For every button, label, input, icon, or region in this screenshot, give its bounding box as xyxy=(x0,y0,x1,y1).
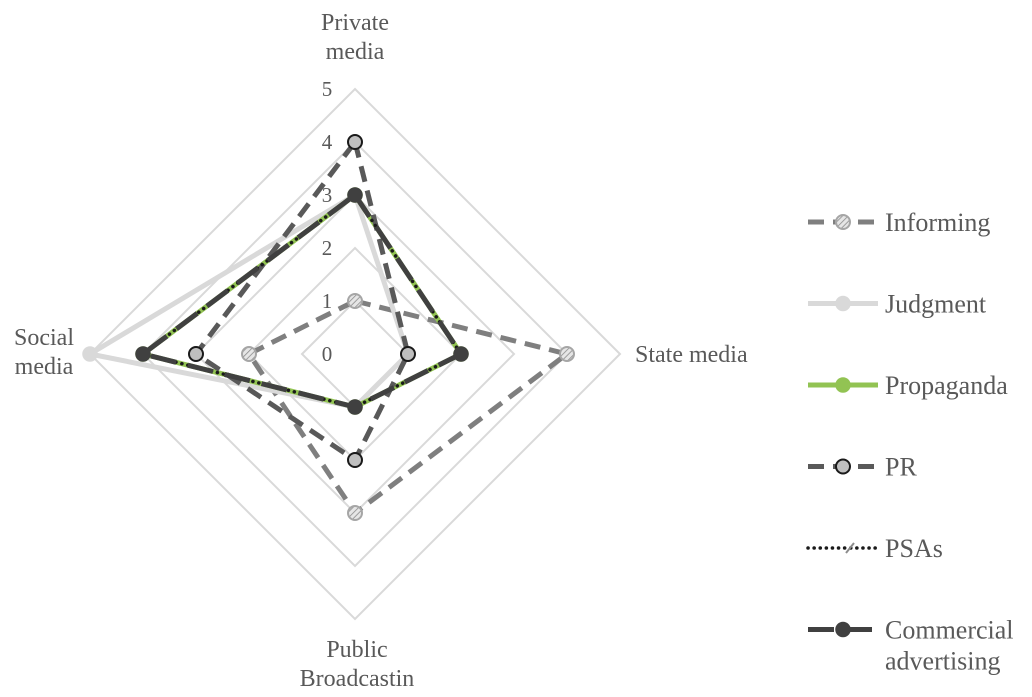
data-point xyxy=(347,134,363,150)
legend-label-line: Propaganda xyxy=(885,371,1008,400)
axis-label: Public Broadcastin xyxy=(300,637,415,692)
legend-swatch-mark xyxy=(845,542,855,554)
series-pr xyxy=(188,134,416,468)
legend-item: Propaganda xyxy=(808,371,1008,400)
axis-label-line: media xyxy=(326,39,385,65)
data-point xyxy=(400,346,416,362)
data-point xyxy=(82,346,98,362)
legend-label-line: advertising xyxy=(885,647,1001,676)
legend-label-line: PR xyxy=(885,453,917,482)
data-point xyxy=(347,505,363,521)
axis-label-line: Social xyxy=(14,325,74,351)
tick-label: 5 xyxy=(322,77,333,101)
grid-ring xyxy=(141,140,569,568)
tick-label: 0 xyxy=(322,342,333,366)
legend-label-line: Judgment xyxy=(885,290,987,319)
axis-label: Social media xyxy=(14,325,74,380)
data-point xyxy=(347,399,363,415)
radial-tick-labels: 0 1 2 3 4 5 xyxy=(322,77,333,366)
legend-label: Commercial advertising xyxy=(885,616,1014,676)
data-point xyxy=(453,346,469,362)
legend-marker xyxy=(835,377,851,393)
tick-label: 1 xyxy=(322,289,333,313)
legend-item: PSAs xyxy=(806,534,943,563)
legend-label: PSAs xyxy=(885,534,943,563)
legend-marker xyxy=(835,621,851,638)
legend-label: Propaganda xyxy=(885,371,1008,400)
axis-label-line: media xyxy=(15,354,74,380)
axis-label-line: Broadcastin xyxy=(300,666,415,692)
data-series xyxy=(82,134,575,521)
legend-item: Judgment xyxy=(808,290,987,319)
legend-marker xyxy=(835,458,851,475)
legend-marker xyxy=(835,295,851,312)
data-point xyxy=(347,293,363,309)
axis-labels: Private media State media Public Broadcastin… xyxy=(14,10,748,692)
legend-label: Judgment xyxy=(885,290,987,319)
grid-ring xyxy=(88,87,622,621)
data-point xyxy=(347,452,363,468)
data-point xyxy=(559,346,575,362)
radar-grid xyxy=(88,87,622,621)
axis-label-line: Public xyxy=(326,637,387,663)
legend-label-line: Commercial xyxy=(885,616,1014,645)
legend: Informing Judgment Propaganda PR PSAs Commerc… xyxy=(806,208,1014,676)
data-point xyxy=(135,346,151,362)
legend-item: Commercial advertising xyxy=(808,616,1014,676)
legend-label-line: Informing xyxy=(885,208,990,237)
series-informing xyxy=(241,293,575,521)
tick-label: 3 xyxy=(322,183,333,207)
legend-label: Informing xyxy=(885,208,990,237)
series-commercial-advertising xyxy=(135,187,469,415)
axis-label: Private media xyxy=(321,10,389,65)
legend-label: PR xyxy=(885,453,917,482)
axis-label-line: Private xyxy=(321,10,389,36)
axis-label-line: State media xyxy=(635,342,748,368)
legend-marker xyxy=(835,214,851,230)
axis-label: State media xyxy=(635,342,748,368)
data-point xyxy=(347,187,363,203)
grid-ring xyxy=(247,246,463,462)
legend-label-line: PSAs xyxy=(885,534,943,563)
tick-label: 2 xyxy=(322,236,333,260)
data-point xyxy=(188,346,204,362)
legend-item: PR xyxy=(808,453,917,482)
data-point xyxy=(241,346,257,362)
legend-item: Informing xyxy=(808,208,990,237)
tick-label: 4 xyxy=(322,130,333,154)
